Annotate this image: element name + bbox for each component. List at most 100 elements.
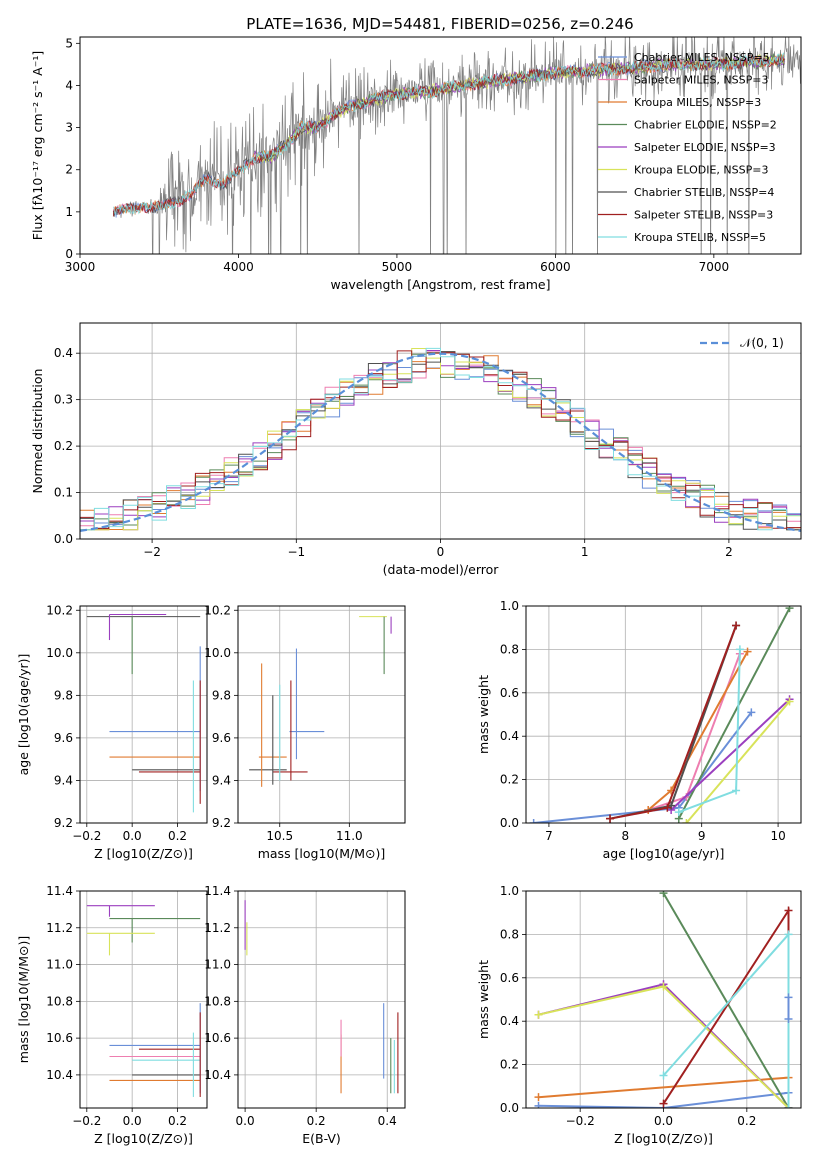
x-tick-label: 0.2 <box>737 1114 756 1128</box>
y-tick-label: 0.0 <box>54 532 73 546</box>
axes-frame <box>525 890 802 1109</box>
y-tick-label: 10.2 <box>204 603 231 617</box>
series-marker-salpeter_stelib <box>659 1099 668 1108</box>
panel-massweight_vs_age: 7 8 9 10 0.0 0.2 0.4 0.6 0.8 1.0 age [log10(age/yr… <box>476 599 802 861</box>
series-line-kroupa_stelib <box>678 649 741 814</box>
x-tick-label: 3000 <box>65 260 96 274</box>
x-tick-label: 0.0 <box>123 829 142 843</box>
y-tick-label: 10.4 <box>46 1068 73 1082</box>
x-tick-label: −2 <box>143 545 161 559</box>
x-axis-label: Z [log10(Z/Z⊙)] <box>614 1131 713 1146</box>
panel-residuals: −2 −1 0 1 2 0.0 0.1 0.2 0.3 0.4 (data-model)/error… <box>30 322 802 577</box>
y-tick-label: 10.8 <box>204 994 231 1008</box>
axes-frame <box>237 605 406 824</box>
y-tick-label: 3 <box>65 121 73 135</box>
y-tick-label: 0.6 <box>500 971 519 985</box>
series-marker-kroupa_elodie <box>682 819 691 823</box>
y-tick-label: 9.4 <box>54 773 73 787</box>
y-axis-label: mass [log10(M/M⊙)] <box>16 936 31 1064</box>
x-tick-label: 0.2 <box>168 829 187 843</box>
legend-label: Salpeter STELIB, NSSP=3 <box>634 209 773 222</box>
y-tick-label: 0.4 <box>500 729 519 743</box>
histogram-kroupa_elodie <box>80 348 801 531</box>
legend-label: Kroupa ELODIE, NSSP=3 <box>634 164 768 177</box>
plot-area <box>529 606 794 823</box>
x-axis-label: mass [log10(M/M⊙)] <box>258 846 386 861</box>
y-tick-label: 10.2 <box>46 603 73 617</box>
y-tick-label: 1.0 <box>500 884 519 898</box>
x-tick-label: −0.2 <box>72 1114 101 1128</box>
y-tick-label: 0.0 <box>500 1101 519 1115</box>
y-tick-label: 10.0 <box>46 646 73 660</box>
series-line-chabrier_elodie <box>662 892 790 1108</box>
panel-mass_vs_ebv: 0.0 0.2 0.4 10.4 10.6 10.8 11.0 11.2 11.4 E(B-V) <box>204 884 406 1146</box>
series-line-chabrier_miles <box>533 711 753 823</box>
legend-label: Chabrier STELIB, NSSP=4 <box>634 186 774 199</box>
series-marker-kroupa_stelib <box>784 1104 793 1108</box>
x-tick-label: 0.0 <box>236 1114 255 1128</box>
y-tick-label: 0 <box>65 247 73 261</box>
y-tick-label: 0.2 <box>500 1058 519 1072</box>
x-tick-label: 7000 <box>699 260 730 274</box>
series-marker-kroupa_stelib <box>784 930 793 939</box>
series-marker-kroupa_miles <box>743 647 752 656</box>
y-axis-label: Normed distribution <box>30 369 45 494</box>
series-marker-kroupa_elodie <box>534 1010 543 1019</box>
legend-label: Kroupa STELIB, NSSP=5 <box>634 231 766 244</box>
y-tick-label: 0.2 <box>500 773 519 787</box>
x-tick-label: 7 <box>545 829 553 843</box>
x-tick-label: 10 <box>770 829 785 843</box>
series-marker-chabrier_miles <box>534 1101 543 1108</box>
panel-age_vs_mass: 10.5 11.0 9.2 9.4 9.6 9.8 10.0 10.2 mass [log10(… <box>204 603 406 861</box>
y-tick-label: 10.4 <box>204 1068 231 1082</box>
y-tick-label: 11.4 <box>204 884 231 898</box>
plot-area <box>86 613 201 813</box>
model-line-salpeter_stelib <box>112 54 785 217</box>
x-tick-label: 0 <box>437 545 445 559</box>
series-marker-salpeter_stelib <box>606 814 615 823</box>
plot-area <box>86 905 201 1097</box>
gaussian-curve <box>80 352 801 532</box>
series-marker-salpeter_stelib <box>732 621 741 630</box>
model-line-kroupa_stelib <box>112 52 785 215</box>
y-tick-label: 11.2 <box>204 921 231 935</box>
x-axis-label: E(B-V) <box>302 1131 341 1146</box>
series-line-chabrier_elodie <box>677 607 791 820</box>
x-tick-label: −1 <box>287 545 305 559</box>
y-tick-label: 9.2 <box>212 816 231 830</box>
y-tick-label: 10.6 <box>204 1031 231 1045</box>
series-marker-chabrier_elodie <box>785 606 794 613</box>
panel-age_vs_Z: −0.2 0.0 0.2 9.2 9.4 9.6 9.8 10.0 10.2 Z [log10(Z… <box>16 603 208 861</box>
figure-title: PLATE=1636, MJD=54481, FIBERID=0256, z=0… <box>246 15 633 33</box>
axes-frame <box>79 322 802 540</box>
axes-frame <box>237 890 406 1109</box>
panel-spectrum: 3000 4000 5000 6000 7000 0 1 2 3 4 5 wavelength [An… <box>30 36 802 292</box>
plot-area <box>534 891 793 1108</box>
y-tick-label: 10.6 <box>46 1031 73 1045</box>
series-line-salpeter_elodie <box>670 698 791 811</box>
y-tick-label: 0.1 <box>54 486 73 500</box>
x-tick-label: 6000 <box>540 260 571 274</box>
y-tick-label: 0.4 <box>54 346 73 360</box>
y-tick-label: 10.8 <box>46 994 73 1008</box>
series-marker-kroupa_stelib <box>735 645 744 654</box>
series-marker-kroupa_stelib <box>732 786 741 795</box>
x-tick-label: −0.2 <box>566 1114 595 1128</box>
y-tick-label: 9.2 <box>54 816 73 830</box>
y-tick-label: 9.6 <box>54 731 73 745</box>
series-marker-chabrier_elodie <box>659 891 668 898</box>
y-tick-label: 10.0 <box>204 646 231 660</box>
y-tick-label: 11.0 <box>204 958 231 972</box>
legend-label: Kroupa MILES, NSSP=3 <box>634 96 761 109</box>
x-tick-label: 0.0 <box>654 1114 673 1128</box>
series-line-kroupa_miles <box>538 1076 789 1099</box>
y-tick-label: 9.6 <box>212 731 231 745</box>
x-tick-label: 5000 <box>382 260 413 274</box>
legend-label: Chabrier ELODIE, NSSP=2 <box>634 119 777 132</box>
y-tick-label: 9.8 <box>212 688 231 702</box>
series-marker-chabrier_miles <box>784 1015 793 1024</box>
series-line-chabrier_miles <box>538 1091 789 1108</box>
legend-label: Salpeter MILES, NSSP=3 <box>634 74 768 87</box>
series-marker-salpeter_stelib <box>663 803 672 812</box>
x-tick-label: −0.2 <box>72 829 101 843</box>
